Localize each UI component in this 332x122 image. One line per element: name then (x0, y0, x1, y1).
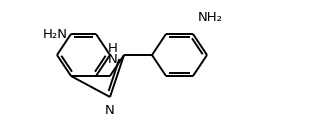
Text: H₂N: H₂N (43, 27, 68, 41)
Text: NH₂: NH₂ (198, 11, 223, 24)
Text: N: N (105, 104, 115, 117)
Text: H
N: H N (108, 41, 118, 66)
